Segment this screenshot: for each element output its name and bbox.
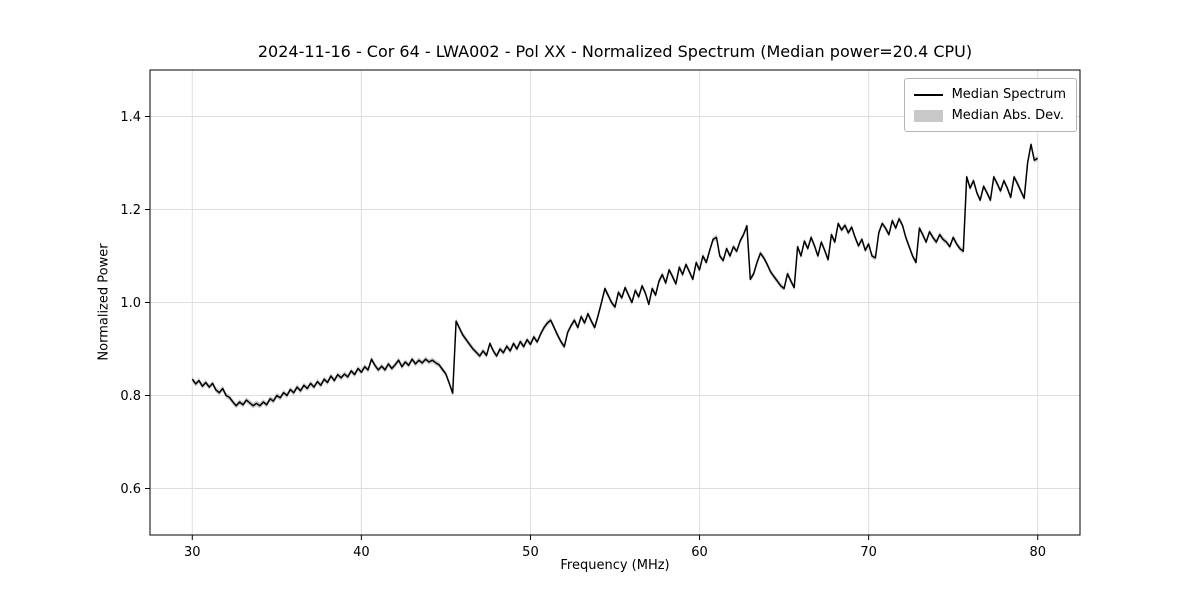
x-tick-label: 60 (691, 545, 708, 560)
y-tick-label: 0.8 (120, 389, 141, 404)
y-tick-label: 1.2 (120, 203, 141, 218)
x-tick-label: 50 (522, 545, 539, 560)
legend-patch-swatch-icon (913, 109, 943, 122)
chart-title: 2024-11-16 - Cor 64 - LWA002 - Pol XX - … (257, 42, 973, 61)
legend: Median Spectrum Median Abs. Dev. (903, 78, 1077, 132)
x-tick-label: 40 (353, 545, 370, 560)
median-abs-dev-band (192, 141, 1038, 409)
legend-item-median-abs-dev: Median Abs. Dev. (913, 105, 1066, 126)
y-tick-label: 0.6 (120, 482, 141, 497)
x-tick-label: 70 (860, 545, 877, 560)
x-tick-label: 30 (184, 545, 201, 560)
legend-line-swatch-icon (913, 93, 943, 96)
legend-item-median-spectrum: Median Spectrum (913, 84, 1066, 105)
y-tick-label: 1.0 (120, 296, 141, 311)
y-axis-label: Normalized Power (96, 243, 112, 361)
x-axis-label: Frequency (MHz) (560, 558, 670, 573)
legend-item-label: Median Abs. Dev. (951, 108, 1065, 123)
median-spectrum-line (191, 143, 1039, 407)
legend-item-label: Median Spectrum (951, 87, 1066, 102)
y-tick-label: 1.4 (120, 110, 141, 125)
x-tick-label: 80 (1029, 545, 1046, 560)
